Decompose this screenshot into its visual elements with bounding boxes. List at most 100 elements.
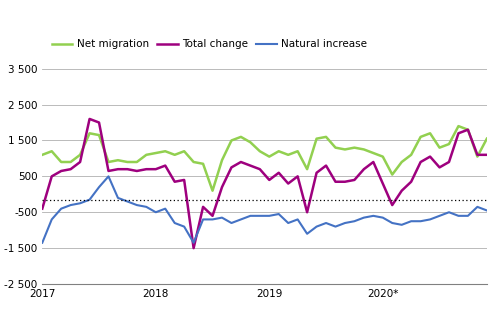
Natural increase xyxy=(153,210,159,214)
Natural increase xyxy=(266,214,272,218)
Net migration xyxy=(228,138,234,142)
Total change xyxy=(314,171,320,175)
Net migration xyxy=(323,135,329,139)
Total change xyxy=(115,167,121,171)
Net migration xyxy=(49,149,55,153)
Total change xyxy=(181,178,187,182)
Total change xyxy=(380,182,386,185)
Net migration xyxy=(446,142,452,146)
Natural increase xyxy=(257,214,263,218)
Net migration xyxy=(389,173,395,176)
Natural increase xyxy=(181,225,187,228)
Net migration xyxy=(285,153,291,157)
Natural increase xyxy=(465,214,471,218)
Total change xyxy=(352,178,357,182)
Net migration xyxy=(427,131,433,135)
Natural increase xyxy=(210,218,216,221)
Natural increase xyxy=(446,210,452,214)
Net migration xyxy=(484,137,490,141)
Total change xyxy=(163,164,168,167)
Natural increase xyxy=(86,198,92,202)
Net migration xyxy=(68,160,74,164)
Net migration xyxy=(332,146,338,150)
Natural increase xyxy=(115,196,121,200)
Total change xyxy=(77,160,83,164)
Total change xyxy=(172,180,178,184)
Total change xyxy=(456,131,462,135)
Total change xyxy=(86,117,92,121)
Net migration xyxy=(304,167,310,171)
Total change xyxy=(247,164,253,167)
Total change xyxy=(399,189,405,193)
Total change xyxy=(106,169,111,173)
Natural increase xyxy=(228,221,234,225)
Line: Net migration: Net migration xyxy=(42,126,487,191)
Total change xyxy=(39,207,45,211)
Net migration xyxy=(200,162,206,166)
Net migration xyxy=(163,149,168,153)
Net migration xyxy=(474,155,480,159)
Net migration xyxy=(456,124,462,128)
Natural increase xyxy=(484,209,490,212)
Net migration xyxy=(143,153,149,157)
Natural increase xyxy=(163,207,168,211)
Net migration xyxy=(257,149,263,153)
Net migration xyxy=(39,153,45,157)
Net migration xyxy=(295,149,300,153)
Net migration xyxy=(399,160,405,164)
Total change xyxy=(228,166,234,169)
Natural increase xyxy=(124,200,130,204)
Natural increase xyxy=(39,241,45,245)
Total change xyxy=(304,210,310,214)
Natural increase xyxy=(389,221,395,225)
Total change xyxy=(389,203,395,207)
Net migration xyxy=(153,151,159,155)
Net migration xyxy=(352,146,357,150)
Net migration xyxy=(238,135,244,139)
Natural increase xyxy=(276,212,282,216)
Total change xyxy=(361,167,367,171)
Total change xyxy=(124,167,130,171)
Net migration xyxy=(115,158,121,162)
Natural increase xyxy=(238,218,244,221)
Total change xyxy=(257,167,263,171)
Total change xyxy=(285,182,291,185)
Total change xyxy=(427,155,433,159)
Net migration xyxy=(96,133,102,137)
Total change xyxy=(143,167,149,171)
Natural increase xyxy=(285,221,291,225)
Total change xyxy=(465,128,471,132)
Net migration xyxy=(210,189,216,193)
Net migration xyxy=(106,160,111,164)
Net migration xyxy=(276,149,282,153)
Net migration xyxy=(361,147,367,151)
Natural increase xyxy=(323,221,329,225)
Net migration xyxy=(172,153,178,157)
Total change xyxy=(238,160,244,164)
Natural increase xyxy=(474,205,480,209)
Natural increase xyxy=(143,205,149,209)
Natural increase xyxy=(342,221,348,225)
Total change xyxy=(58,169,64,173)
Natural increase xyxy=(304,232,310,236)
Natural increase xyxy=(352,219,357,223)
Net migration xyxy=(191,160,196,164)
Net migration xyxy=(86,131,92,135)
Natural increase xyxy=(314,225,320,228)
Natural increase xyxy=(58,207,64,211)
Total change xyxy=(134,169,140,173)
Total change xyxy=(219,185,225,189)
Net migration xyxy=(465,128,471,132)
Natural increase xyxy=(219,216,225,219)
Total change xyxy=(210,214,216,218)
Net migration xyxy=(124,160,130,164)
Total change xyxy=(418,160,424,164)
Natural increase xyxy=(418,219,424,223)
Natural increase xyxy=(361,216,367,219)
Net migration xyxy=(77,153,83,157)
Natural increase xyxy=(427,218,433,221)
Total change xyxy=(276,171,282,175)
Natural increase xyxy=(399,223,405,227)
Total change xyxy=(446,160,452,164)
Total change xyxy=(474,153,480,157)
